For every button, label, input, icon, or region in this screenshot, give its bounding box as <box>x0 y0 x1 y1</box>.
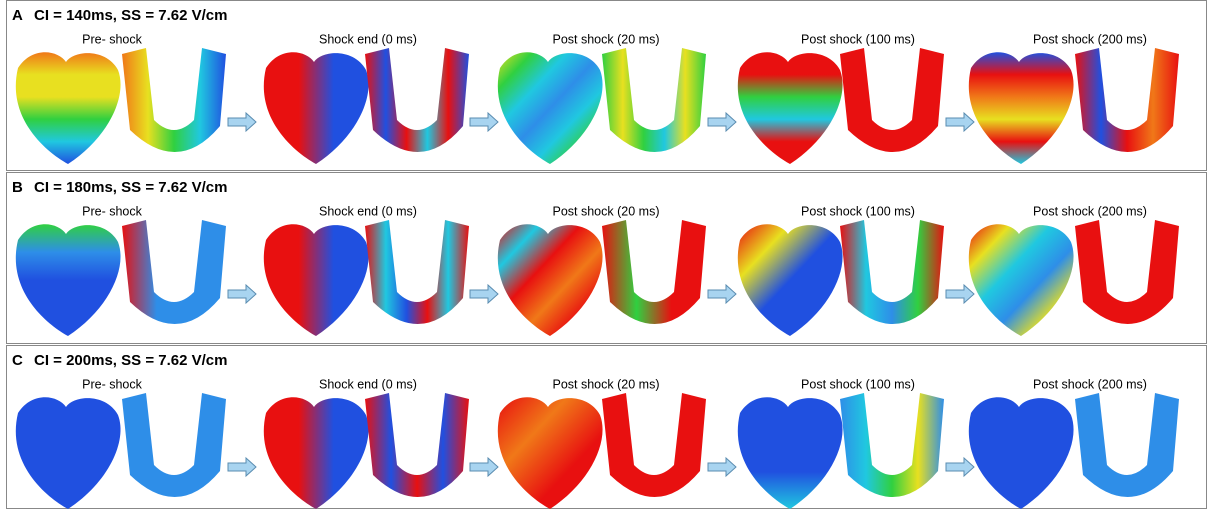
arrow <box>946 458 974 476</box>
stage-label: Shock end (0 ms) <box>319 377 417 391</box>
epicardial-map <box>969 52 1074 164</box>
arrow <box>470 285 498 303</box>
epicardial-map <box>264 52 369 164</box>
epicardial-map <box>498 397 603 509</box>
epicardial-map <box>264 224 369 336</box>
stage-label: Post shock (200 ms) <box>1033 204 1147 218</box>
stage-label: Pre- shock <box>82 377 142 391</box>
epicardial-map <box>264 397 369 509</box>
arrow <box>708 113 736 131</box>
stage-label: Post shock (200 ms) <box>1033 377 1147 391</box>
stage-label: Pre- shock <box>82 32 142 46</box>
cross-section-map <box>1075 393 1179 497</box>
cross-section-map <box>365 220 469 324</box>
stage-label: Post shock (100 ms) <box>801 32 915 46</box>
arrow <box>946 285 974 303</box>
arrow <box>708 285 736 303</box>
epicardial-map <box>969 224 1074 336</box>
arrow <box>228 113 256 131</box>
arrow <box>708 458 736 476</box>
cross-section-map <box>365 393 469 497</box>
stage-label: Post shock (20 ms) <box>553 32 660 46</box>
arrow <box>470 113 498 131</box>
arrow <box>470 458 498 476</box>
panel-label: B <box>12 179 23 196</box>
epicardial-map <box>16 52 121 164</box>
figure: A CI = 140ms, SS = 7.62 V/cm Pre- shock Sho… <box>0 0 1211 510</box>
cross-section-map <box>602 220 706 324</box>
cross-section-map <box>122 220 226 324</box>
panel-title: CI = 180ms, SS = 7.62 V/cm <box>34 179 227 196</box>
stage-label: Post shock (100 ms) <box>801 377 915 391</box>
epicardial-map <box>498 52 603 164</box>
cross-section-map <box>602 48 706 152</box>
cross-section-map <box>602 393 706 497</box>
panel-title: CI = 200ms, SS = 7.62 V/cm <box>34 352 227 369</box>
epicardial-map <box>498 224 603 336</box>
cross-section-map <box>840 48 944 152</box>
cross-section-map <box>122 393 226 497</box>
stage-label: Post shock (20 ms) <box>553 377 660 391</box>
arrow <box>946 113 974 131</box>
epicardial-map <box>16 224 121 336</box>
epicardial-map <box>16 397 121 509</box>
epicardial-map <box>969 397 1074 509</box>
cross-section-map <box>1075 48 1179 152</box>
panel-title: CI = 140ms, SS = 7.62 V/cm <box>34 7 227 24</box>
stage-label: Post shock (200 ms) <box>1033 32 1147 46</box>
cross-section-map <box>1075 220 1179 324</box>
arrow <box>228 285 256 303</box>
stage-label: Shock end (0 ms) <box>319 204 417 218</box>
stage-label: Post shock (100 ms) <box>801 204 915 218</box>
epicardial-map <box>738 397 843 509</box>
cross-section-map <box>840 220 944 324</box>
cross-section-map <box>840 393 944 497</box>
epicardial-map <box>738 52 843 164</box>
panel-label: A <box>12 7 23 24</box>
cross-section-map <box>365 48 469 152</box>
stage-label: Pre- shock <box>82 204 142 218</box>
stage-label: Post shock (20 ms) <box>553 204 660 218</box>
stage-label: Shock end (0 ms) <box>319 32 417 46</box>
panel-label: C <box>12 352 23 369</box>
epicardial-map <box>738 224 843 336</box>
cross-section-map <box>122 48 226 152</box>
arrow <box>228 458 256 476</box>
